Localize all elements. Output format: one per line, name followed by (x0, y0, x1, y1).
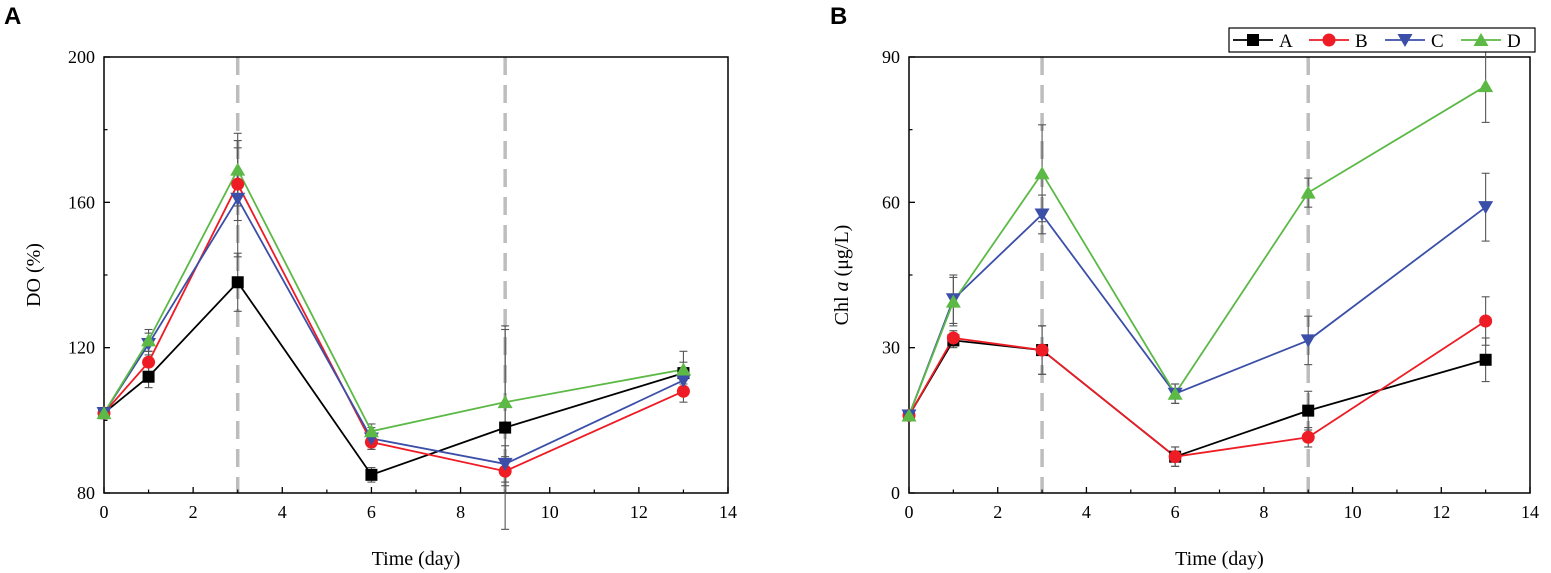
series-d-point (901, 408, 917, 422)
series-d-point (96, 406, 112, 420)
x-tick-label: 10 (1344, 502, 1362, 522)
series-c-point (497, 457, 513, 471)
legend: A B C D (1228, 27, 1536, 53)
panel-label-b: B (830, 3, 847, 30)
series-b-point (1035, 343, 1049, 357)
legend-marker-c (1397, 34, 1413, 47)
x-axis-title: Time (day) (1175, 548, 1264, 570)
series-d (100, 132, 688, 476)
series-a-line (103, 280, 684, 476)
series-c-point (1478, 201, 1494, 215)
legend-label-d: D (1507, 31, 1521, 52)
y-tick-label: 60 (882, 192, 900, 212)
series-a-point (231, 276, 244, 289)
legend-label-b: B (1355, 31, 1368, 52)
series-c-line (103, 196, 684, 465)
x-tick-label: 14 (1521, 502, 1539, 522)
y-tick-label: 200 (68, 47, 95, 67)
series-c-point (675, 374, 691, 388)
series-d-point (141, 333, 157, 347)
legend-marker-a (1247, 34, 1259, 46)
x-tick-label: 4 (1082, 502, 1091, 522)
series-d-point (363, 424, 379, 438)
chart-panel-b: 0 2 4 6 8 10 12 14 0 30 60 90 Time (day) Chl a (μg/L) (831, 47, 1539, 570)
x-tick-label: 8 (1259, 502, 1268, 522)
x-tick-label: 0 (905, 502, 914, 522)
series-b-point (676, 384, 690, 398)
y-tick-label: 30 (882, 338, 900, 358)
series-b (100, 147, 688, 487)
series-d-point (1300, 185, 1316, 199)
series-b-point (1301, 430, 1315, 444)
series-d-point (230, 162, 246, 176)
x-tick-label: 4 (278, 502, 287, 522)
legend-label-c: C (1431, 31, 1444, 52)
y-tick-label: 80 (77, 483, 95, 503)
series-d-line (103, 167, 684, 433)
series-d-point (497, 395, 513, 409)
series-a (100, 252, 688, 530)
y-axis-title: DO (%) (23, 243, 45, 307)
series-b (905, 296, 1490, 467)
series-d-point (1478, 79, 1494, 93)
x-tick-label: 12 (630, 502, 648, 522)
series-d-line (908, 85, 1487, 416)
x-tick-label: 6 (1171, 502, 1180, 522)
series-a-point (1302, 404, 1315, 417)
series-a-line (908, 339, 1486, 458)
series-b-point (946, 331, 960, 345)
series-b-point (231, 177, 245, 191)
series-d-point (945, 294, 961, 308)
plot-frame (908, 56, 1531, 494)
series-d-point (675, 362, 691, 376)
series-b-point (1168, 450, 1182, 464)
legend-marker-d (1473, 33, 1489, 46)
y-axis-title-italic: a (831, 281, 853, 291)
series-b-line (103, 182, 684, 473)
y-tick-label: 0 (891, 483, 900, 503)
series-c-point (230, 192, 246, 206)
series-b-point (1479, 314, 1493, 328)
y-tick-label: 90 (882, 47, 900, 67)
series-a-point (365, 468, 378, 481)
plot-frame (103, 56, 729, 494)
x-tick-label: 12 (1432, 502, 1450, 522)
y-axis-title: Chl a (μg/L) (831, 225, 853, 326)
series-d (905, 49, 1490, 421)
y-axis-title-main: Chl (831, 291, 853, 325)
series-a-point (499, 421, 512, 434)
legend-marker-b (1322, 33, 1336, 47)
chart-panel-a: 0 2 4 6 8 10 12 14 80 120 160 200 Time (day) DO (%) (23, 47, 737, 570)
series-b-point (498, 464, 512, 478)
x-axis-title: Time (day) (372, 548, 461, 570)
y-tick-label: 160 (68, 192, 95, 212)
x-tick-label: 14 (719, 502, 737, 522)
series-b-point (142, 355, 156, 369)
series-a (905, 325, 1490, 467)
x-tick-label: 0 (100, 502, 109, 522)
series-b-line (908, 320, 1487, 458)
x-tick-label: 2 (993, 502, 1002, 522)
y-tick-label: 120 (68, 338, 95, 358)
x-tick-label: 2 (189, 502, 198, 522)
series-a-point (142, 370, 155, 383)
x-tick-label: 10 (541, 502, 559, 522)
series-c-point (1034, 208, 1050, 222)
x-tick-label: 6 (367, 502, 376, 522)
panel-label-a: A (4, 3, 21, 30)
y-axis-title-unit: (μg/L) (831, 225, 853, 282)
series-d-point (1034, 166, 1050, 180)
legend-label-a: A (1279, 31, 1293, 52)
x-tick-label: 8 (456, 502, 465, 522)
series-a-point (1479, 353, 1492, 366)
series-c (100, 140, 688, 483)
series-c-point (1300, 334, 1316, 348)
series-d-point (1167, 386, 1183, 400)
